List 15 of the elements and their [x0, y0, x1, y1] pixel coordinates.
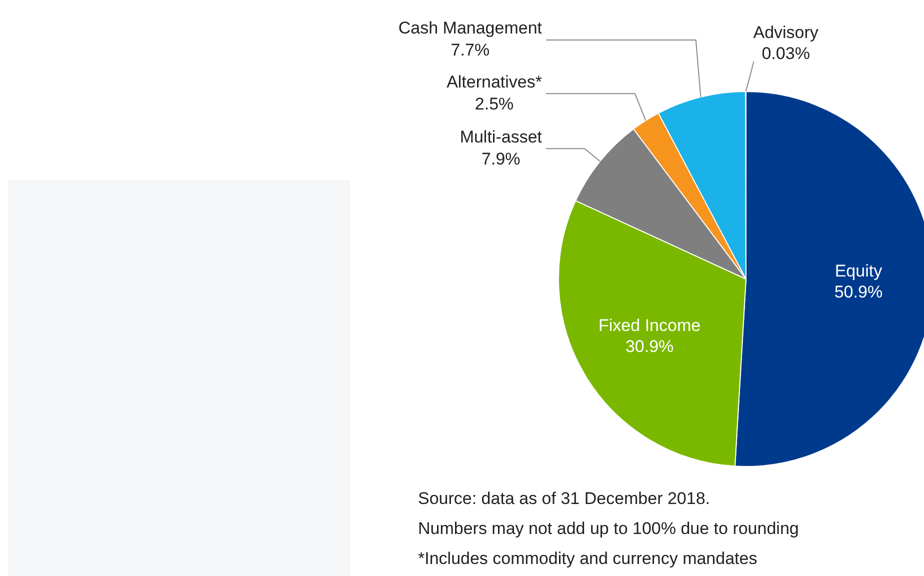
data-label: 7.9%	[482, 149, 520, 168]
slice-label: Multi-asset	[460, 127, 542, 146]
data-label: 7.7%	[450, 40, 490, 60]
data-label: 2.5%	[474, 94, 514, 114]
slice-label: Alternatives*	[446, 72, 542, 92]
data-label: 50.9%	[834, 282, 883, 302]
source-note: Source: data as of 31 December 2018.	[418, 488, 712, 510]
slice-label: Advisory	[753, 23, 819, 42]
data-label: 0.03%	[762, 44, 810, 64]
slice-label: Equity	[834, 261, 883, 280]
data-label: 30.9%	[625, 337, 674, 356]
slice-label: Fixed Income	[598, 316, 701, 336]
text: *Includes commodity and currency mandates	[418, 548, 758, 570]
slice-label: Cash Management	[398, 18, 542, 38]
text: Numbers may not add up to 100% due to rounding	[418, 518, 799, 540]
